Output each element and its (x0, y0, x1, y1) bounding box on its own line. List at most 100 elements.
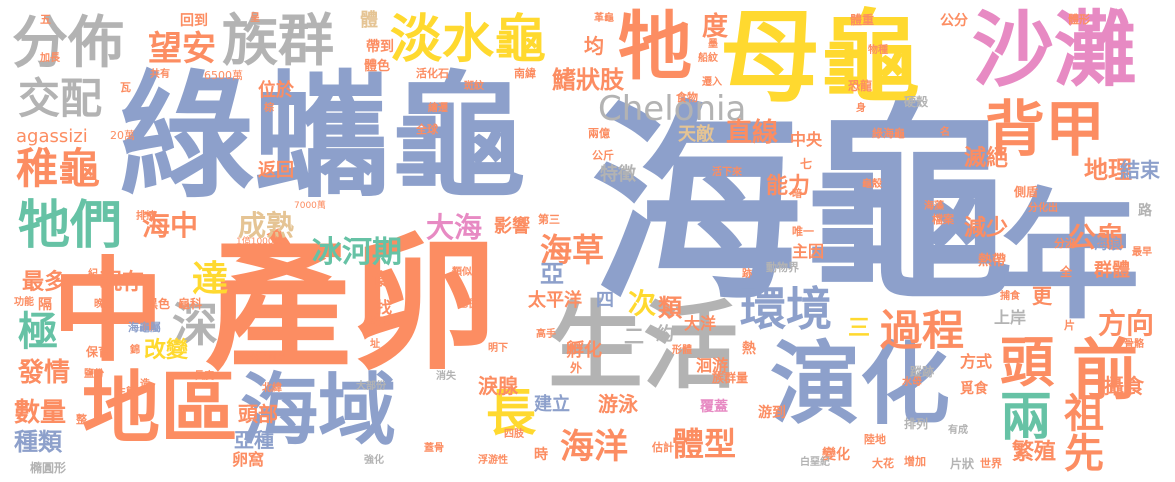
word-7000: 7000萬 (294, 201, 326, 211)
word-pian: 片 (1064, 319, 1075, 332)
word-haiyu: 海域 (240, 366, 397, 456)
word-chanluan: 產卵 (205, 220, 497, 390)
word-gongchi: 公尺 (368, 317, 388, 328)
word-yanse: 鹽份 (84, 369, 104, 380)
word-tiandi: 天敵 (678, 124, 714, 145)
word-ceding: 側盾 (1014, 185, 1039, 199)
word-tizhong: 體重 (850, 13, 875, 27)
word-ti: 體 (360, 10, 378, 31)
word-xiancun: 現存 (100, 270, 145, 295)
word-jinmu: 錦 (130, 345, 140, 356)
word-qiyuzhi: 鰭狀肢 (552, 66, 624, 94)
word-liuliu: 6500萬 (204, 69, 243, 82)
word-gongpeng: 遷入 (702, 77, 722, 88)
word-ji: 極 (18, 309, 58, 355)
word-jieshu: 結束 (1120, 158, 1160, 182)
word-er: 二 (624, 324, 644, 348)
word-pa: 排擠 (136, 211, 156, 222)
word-huidao: 回到 (180, 13, 208, 29)
word-qunti: 群體 (1094, 260, 1130, 281)
word-ya: 亞 (540, 260, 564, 288)
word-dayang: 大洋 (684, 314, 717, 333)
word-qian: 前 (1072, 332, 1138, 409)
word-mingbai: 明下 (488, 343, 508, 354)
word-shen: 深 (172, 298, 218, 352)
word-tamen: 牠們 (18, 196, 123, 256)
word-haolang: 海浪 (1094, 237, 1122, 253)
word-fangshi: 方式 (960, 352, 993, 371)
word-re: 熱 (742, 341, 756, 357)
word-fugai: 覆蓋 (700, 399, 728, 415)
word-san: 三 (848, 316, 871, 341)
word-da: 達 (192, 259, 229, 300)
word-shuliang: 數量 (14, 398, 67, 428)
word-leixian: 淚腺 (478, 374, 518, 398)
word-shuiguan: 水母 (902, 377, 922, 388)
word-ge2: 革龜 (594, 13, 614, 24)
word-zuxian: 祖先 (1057, 392, 1103, 472)
word-baiyi: 白堊紀 (800, 457, 830, 468)
word-leisi: 類似 (452, 267, 472, 278)
word-jianli: 建立 (534, 394, 570, 415)
word-gonggui: 公龜 (1068, 221, 1125, 254)
word-bai: 龜殼 (862, 179, 882, 190)
word-shi: 食 (372, 270, 390, 291)
word-zhigui: 稚龜 (16, 144, 101, 193)
word-gengxin: 更 (1032, 284, 1052, 308)
word-jiaopei: 交配 (18, 74, 103, 123)
word-gaoshou: 高手 (536, 329, 556, 340)
word-dahua: 大花 (872, 457, 894, 470)
word-nian: 年 (1000, 176, 1141, 339)
word-quan: 全 (1060, 265, 1073, 279)
word-chelonia: Chelonia (598, 89, 747, 129)
word-pianzhuang: 片狀 (950, 457, 975, 471)
word-guike: 龜科 (178, 297, 203, 311)
word-du: 度 (702, 12, 729, 42)
word-gongyou: 共有 (150, 69, 170, 80)
word-shijie: 世界 (980, 457, 1002, 470)
word-tiandi2: 檔案 (932, 213, 954, 226)
word-20wan: 20萬 (110, 129, 135, 142)
word-haiguilei: 海龜屬 (128, 321, 161, 334)
word-zhonglei: 種類 (14, 428, 62, 456)
word-zhishi: 捕食 (1000, 291, 1020, 302)
word-gong: 功能 (14, 297, 34, 308)
word-guocheng: 過程 (880, 306, 965, 355)
word-weiyu: 位於 (258, 80, 294, 101)
word-zuqunliang: 族群量 (712, 371, 749, 385)
word-tezheng: 特徵 (600, 164, 636, 185)
word-fenbu: 分佈 (12, 11, 124, 76)
word-lu: 路 (1138, 203, 1152, 219)
word-bejia: 背甲 (985, 95, 1105, 165)
word-fuhua: 孵化 (566, 340, 602, 361)
word-liang: 兩 (1000, 388, 1053, 448)
word-quanqiu: 全球 (416, 123, 438, 136)
word-toubu: 頭部 (238, 402, 278, 426)
word-dongwujie: 動物界 (766, 261, 799, 274)
word-zhongshu2: 分化出 (1028, 203, 1058, 214)
word-xingti: 形體 (672, 345, 692, 356)
word-zhixian: 直線 (726, 118, 779, 148)
word-shequ: 攝食 (1104, 374, 1144, 398)
word-lei: 類 (658, 294, 682, 322)
word-yingke: 硬殼 (904, 95, 929, 109)
word-bufen: 大部份 (356, 381, 386, 392)
word-wangan: 望安 (148, 29, 216, 69)
word-xiaoshi: 消失 (436, 371, 456, 382)
word-nanwei: 南緯 (514, 67, 536, 80)
word-shangan: 上岸 (994, 308, 1027, 327)
word-chiwan: 晚期 (94, 299, 114, 310)
word-lvhaigui: 綠海龜 (872, 127, 905, 140)
word-fuyou: 浮游性 (478, 455, 508, 466)
word-dahai: 大海 (426, 211, 483, 244)
word-you: 有成 (948, 425, 968, 436)
word-haicao: 海草 (540, 231, 605, 269)
word-yiyi: 1億1000萬 (236, 237, 283, 247)
word-zhi: 址 (370, 339, 380, 350)
word-jianzhi: 密不可分 (250, 353, 287, 363)
word-haizhong: 海中 (142, 209, 199, 242)
word-zhengti: 整 (76, 413, 87, 426)
word-shengtai: 生態 (116, 387, 136, 398)
word-qianghua: 強化 (364, 455, 384, 466)
